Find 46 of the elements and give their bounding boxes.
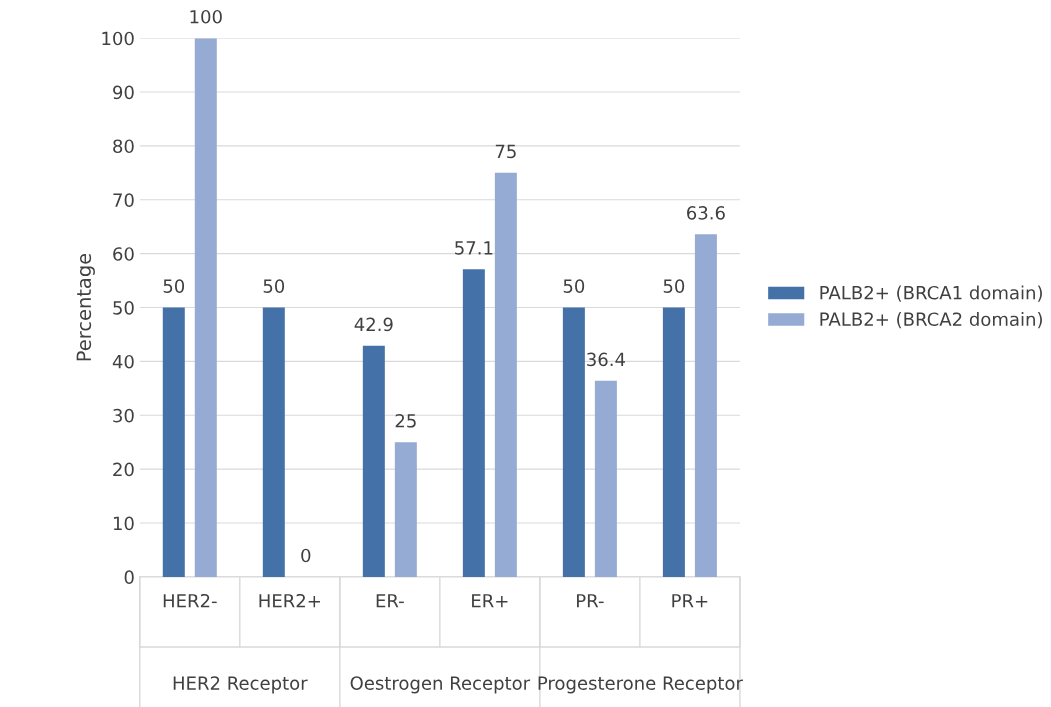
bar xyxy=(262,307,285,577)
y-tick-label: 50 xyxy=(113,301,134,315)
data-label: 50 xyxy=(263,279,285,293)
legend-label: PALB2+ (BRCA1 domain) xyxy=(820,285,1042,302)
bar xyxy=(594,380,617,577)
data-label: 50 xyxy=(563,279,585,293)
data-label: 50 xyxy=(163,279,185,293)
x-tick-label: PR- xyxy=(577,594,604,608)
y-tick-label: 100 xyxy=(102,31,134,46)
y-tick-label: 0 xyxy=(124,570,134,585)
bar xyxy=(662,307,685,577)
bar xyxy=(362,345,385,577)
y-tick-label: 30 xyxy=(113,408,134,423)
y-tick-label: 60 xyxy=(113,247,134,261)
text: Progesterone Receptor xyxy=(538,676,743,694)
data-label: 42.9 xyxy=(354,317,393,332)
bar xyxy=(562,307,585,577)
x-tick-label: ER+ xyxy=(472,594,508,608)
x-tick-label: ER- xyxy=(376,594,404,608)
bar xyxy=(694,234,717,577)
legend-label: PALB2+ (BRCA2 domain) xyxy=(820,312,1042,329)
x-tick-label: HER2+ xyxy=(259,593,320,608)
data-label: 25 xyxy=(395,413,416,428)
bar xyxy=(394,442,417,577)
y-tick-label: 70 xyxy=(113,193,134,207)
y-tick-label: 40 xyxy=(112,354,134,369)
data-label: 36.4 xyxy=(587,352,625,367)
data-label: 75 xyxy=(495,144,516,159)
y-axis-title: Percentage xyxy=(76,253,95,361)
y-tick-label: 90 xyxy=(113,85,134,100)
bar xyxy=(462,269,485,577)
bar xyxy=(194,38,217,577)
data-label: 57.1 xyxy=(455,241,493,255)
data-label: 0 xyxy=(301,548,311,563)
x-tick-label: PR+ xyxy=(672,594,708,608)
bar xyxy=(162,307,185,577)
data-label: 63.6 xyxy=(687,206,725,220)
data-label: 100 xyxy=(190,9,222,24)
y-tick-label: 10 xyxy=(113,516,134,531)
y-tick-label: 20 xyxy=(113,462,134,477)
text: Oestrogen Receptor xyxy=(350,676,531,694)
y-tick-label: 80 xyxy=(113,139,134,154)
bar xyxy=(494,172,517,577)
text: HER2 Receptor xyxy=(173,676,308,694)
x-tick-label: HER2- xyxy=(163,593,217,608)
data-label: 50 xyxy=(663,279,685,293)
